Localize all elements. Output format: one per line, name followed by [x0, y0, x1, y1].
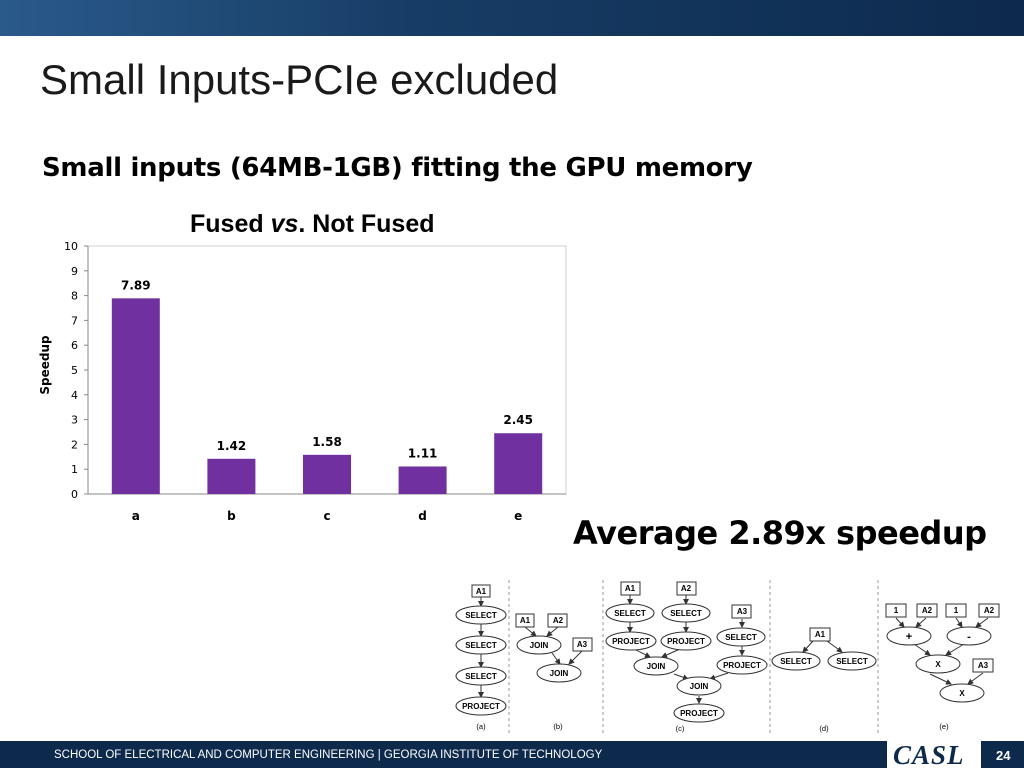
- bar-e: [494, 433, 543, 494]
- node-c-select-1: SELECT: [614, 609, 646, 618]
- node-d-select-2: SELECT: [836, 657, 868, 666]
- node-b-join-1: JOIN: [530, 641, 549, 650]
- chart-title-vs: vs: [270, 210, 299, 238]
- node-b-a1: A1: [520, 616, 531, 625]
- y-tick-label: 4: [71, 389, 78, 402]
- node-e-a2-b: A2: [984, 606, 995, 615]
- node-c-a3: A3: [737, 607, 748, 616]
- node-b-join-2: JOIN: [550, 669, 569, 678]
- slide-subtitle: Small inputs (64MB-1GB) fitting the GPU …: [42, 153, 753, 183]
- diagram-label-a: (a): [476, 722, 486, 731]
- node-e-x-1: X: [935, 660, 941, 669]
- node-a-project: PROJECT: [462, 702, 500, 711]
- node-c-a2: A2: [681, 584, 692, 593]
- node-a-select-1: SELECT: [465, 611, 497, 620]
- node-a-select-3: SELECT: [465, 672, 497, 681]
- chart-title: Fused vs. Not Fused: [190, 210, 435, 239]
- diagram-label-c: (c): [676, 724, 685, 733]
- casl-logo: CASL: [893, 740, 965, 770]
- top-banner: [0, 0, 1024, 36]
- x-tick-label-b: b: [227, 509, 236, 523]
- y-tick-label: 0: [71, 488, 78, 501]
- x-tick-label-c: c: [323, 509, 330, 523]
- diagram-label-b: (b): [553, 722, 563, 731]
- node-e-minus: -: [967, 631, 971, 643]
- data-label-c: 1.58: [312, 435, 342, 449]
- node-c-project-4: PROJECT: [680, 709, 718, 718]
- average-speedup-text: Average 2.89x speedup: [573, 514, 987, 552]
- node-c-project-1: PROJECT: [612, 637, 650, 646]
- node-c-join-2: JOIN: [690, 682, 709, 691]
- x-tick-label-a: a: [132, 509, 140, 523]
- node-c-project-2: PROJECT: [667, 637, 705, 646]
- y-tick-label: 3: [71, 414, 78, 427]
- y-tick-label: 5: [71, 364, 78, 377]
- diagram-label-e: (e): [939, 722, 949, 731]
- data-label-a: 7.89: [121, 278, 151, 292]
- data-label-b: 1.42: [217, 439, 247, 453]
- node-c-project-3: PROJECT: [723, 661, 761, 670]
- y-tick-label: 7: [71, 314, 78, 327]
- node-e-x-2: X: [959, 689, 965, 698]
- node-b-a2: A2: [553, 616, 564, 625]
- node-e-1-a: 1: [894, 606, 899, 615]
- node-e-plus: +: [906, 631, 912, 643]
- footer-text: SCHOOL OF ELECTRICAL AND COMPUTER ENGINE…: [54, 749, 603, 761]
- y-tick-label: 2: [71, 438, 78, 451]
- node-c-select-3: SELECT: [725, 633, 757, 642]
- node-e-a2-a: A2: [922, 606, 933, 615]
- chart-title-part3: . Not Fused: [298, 210, 435, 238]
- y-tick-label: 8: [71, 290, 78, 303]
- slide-title: Small Inputs-PCIe excluded: [40, 56, 559, 103]
- bar-b: [207, 458, 256, 494]
- node-c-join-1: JOIN: [647, 662, 666, 671]
- bar-d: [398, 466, 447, 494]
- data-label-d: 1.11: [408, 446, 438, 460]
- logo-background: [887, 741, 981, 768]
- bar-a: [111, 298, 160, 494]
- bar-c: [303, 454, 351, 494]
- node-a-a1: A1: [476, 587, 487, 596]
- node-e-a3: A3: [978, 661, 989, 670]
- x-tick-label-d: d: [418, 509, 427, 523]
- footer-bar: [0, 741, 1024, 768]
- page-number: 24: [996, 748, 1011, 763]
- y-tick-label: 6: [71, 339, 78, 352]
- y-axis-label: Speedup: [38, 335, 52, 395]
- query-plan-diagrams: A1 SELECT SELECT SELECT PROJECT (a) A1 A…: [455, 580, 1000, 734]
- node-d-a1: A1: [815, 630, 826, 639]
- node-d-select-1: SELECT: [780, 657, 812, 666]
- y-tick-label: 9: [71, 265, 78, 278]
- diagram-label-d: (d): [819, 724, 829, 733]
- y-tick-label: 1: [71, 463, 78, 476]
- x-tick-label-e: e: [514, 509, 522, 523]
- node-e-1-b: 1: [954, 606, 959, 615]
- y-tick-label: 10: [64, 240, 78, 253]
- node-c-a1: A1: [625, 584, 636, 593]
- chart-title-part1: Fused: [190, 210, 271, 238]
- data-label-e: 2.45: [503, 413, 533, 427]
- node-b-a3: A3: [577, 640, 588, 649]
- speedup-bar-chart: Speedup 0 1 2 3 4 5 6 7 8 9 10 7.89 a 1.42 b 1.58 c 1.11 d…: [38, 240, 567, 523]
- node-a-select-2: SELECT: [465, 641, 497, 650]
- node-c-select-2: SELECT: [670, 609, 702, 618]
